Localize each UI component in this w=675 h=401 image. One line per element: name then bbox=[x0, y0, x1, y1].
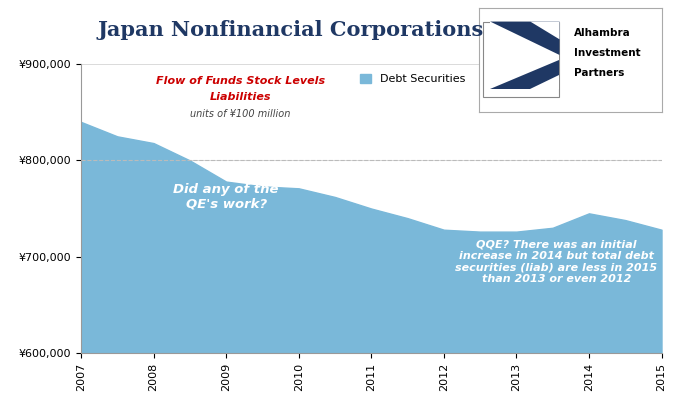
Text: Flow of Funds Stock Levels: Flow of Funds Stock Levels bbox=[156, 76, 325, 86]
Text: Partners: Partners bbox=[574, 68, 624, 78]
Text: Liabilities: Liabilities bbox=[210, 92, 271, 102]
Text: QQE? There was an initial
increase in 2014 but total debt
securities (liab) are : QQE? There was an initial increase in 20… bbox=[455, 239, 657, 284]
Polygon shape bbox=[531, 22, 560, 39]
Text: Investment: Investment bbox=[574, 48, 641, 58]
Polygon shape bbox=[490, 22, 560, 55]
Polygon shape bbox=[531, 75, 560, 89]
FancyBboxPatch shape bbox=[483, 22, 560, 97]
Text: units of ¥100 million: units of ¥100 million bbox=[190, 109, 291, 119]
Polygon shape bbox=[490, 60, 560, 89]
Legend: Debt Securities: Debt Securities bbox=[356, 70, 470, 89]
Text: Alhambra: Alhambra bbox=[574, 28, 630, 38]
Polygon shape bbox=[490, 22, 560, 89]
Text: Did any of the
QE's work?: Did any of the QE's work? bbox=[173, 183, 279, 211]
Text: Japan Nonfinancial Corporations: Japan Nonfinancial Corporations bbox=[97, 20, 483, 40]
